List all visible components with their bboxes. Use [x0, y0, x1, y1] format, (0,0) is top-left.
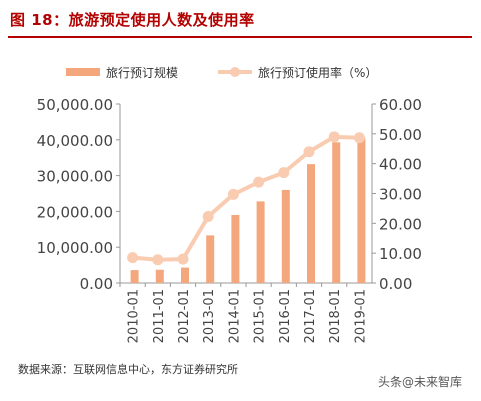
y-left-tick-label: 30,000.00	[37, 168, 113, 186]
x-tick-label: 2018-01	[328, 289, 343, 343]
bar	[357, 138, 366, 283]
y-left-tick-label: 50,000.00	[37, 96, 113, 114]
legend-marker-line	[230, 67, 240, 77]
line-point	[353, 132, 365, 144]
title-divider	[8, 36, 472, 38]
line-point	[303, 146, 315, 158]
data-source-note: 数据来源：互联网信息中心，东方证券研究所	[18, 363, 238, 376]
y-right-tick-label: 50.00	[379, 126, 422, 144]
bar	[281, 189, 290, 283]
line-point	[127, 252, 139, 264]
line-series-path	[132, 134, 360, 262]
line-point	[328, 131, 340, 143]
bar	[307, 164, 315, 283]
x-tick-label: 2016-01	[278, 289, 293, 343]
y-right-tick-label: 60.00	[379, 96, 422, 114]
y-right-tick-label: 10.00	[379, 245, 422, 263]
line-point	[152, 254, 164, 266]
y-right-tick-label: 20.00	[379, 215, 422, 233]
bar	[231, 214, 240, 283]
x-tick-label: 2015-01	[253, 289, 268, 343]
watermark: 头条@未来智库	[378, 375, 463, 389]
x-tick-label: 2012-01	[177, 289, 192, 343]
legend-label-bar: 旅行预订规模	[106, 65, 178, 80]
y-left-tick-label: 20,000.00	[37, 203, 113, 221]
x-tick-label: 2014-01	[227, 289, 242, 343]
x-tick-label: 2019-01	[353, 289, 368, 343]
bar	[256, 201, 265, 283]
bar	[206, 235, 215, 283]
line-point	[227, 188, 239, 200]
x-tick-label: 2010-01	[127, 289, 142, 343]
y-right-tick-label: 40.00	[379, 156, 422, 174]
line-point	[177, 253, 189, 265]
bar	[181, 267, 189, 283]
legend-swatch-bar	[66, 68, 100, 76]
x-tick-label: 2017-01	[303, 289, 318, 343]
y-left-tick-label: 10,000.00	[37, 239, 113, 257]
line-point	[253, 176, 265, 188]
y-right-tick-label: 0.00	[379, 275, 412, 293]
bar	[332, 142, 341, 283]
y-left-tick-label: 0.00	[80, 275, 113, 293]
y-right-tick-label: 30.00	[379, 186, 422, 204]
x-tick-label: 2013-01	[202, 289, 217, 343]
line-point	[202, 210, 214, 222]
bar	[155, 269, 164, 283]
y-left-tick-label: 40,000.00	[37, 132, 113, 150]
line-point	[278, 167, 290, 179]
chart-title: 图 18：旅游预定使用人数及使用率	[10, 11, 255, 29]
bar	[130, 270, 139, 283]
x-tick-label: 2011-01	[152, 289, 167, 343]
legend-label-line: 旅行预订使用率（%）	[258, 65, 377, 80]
